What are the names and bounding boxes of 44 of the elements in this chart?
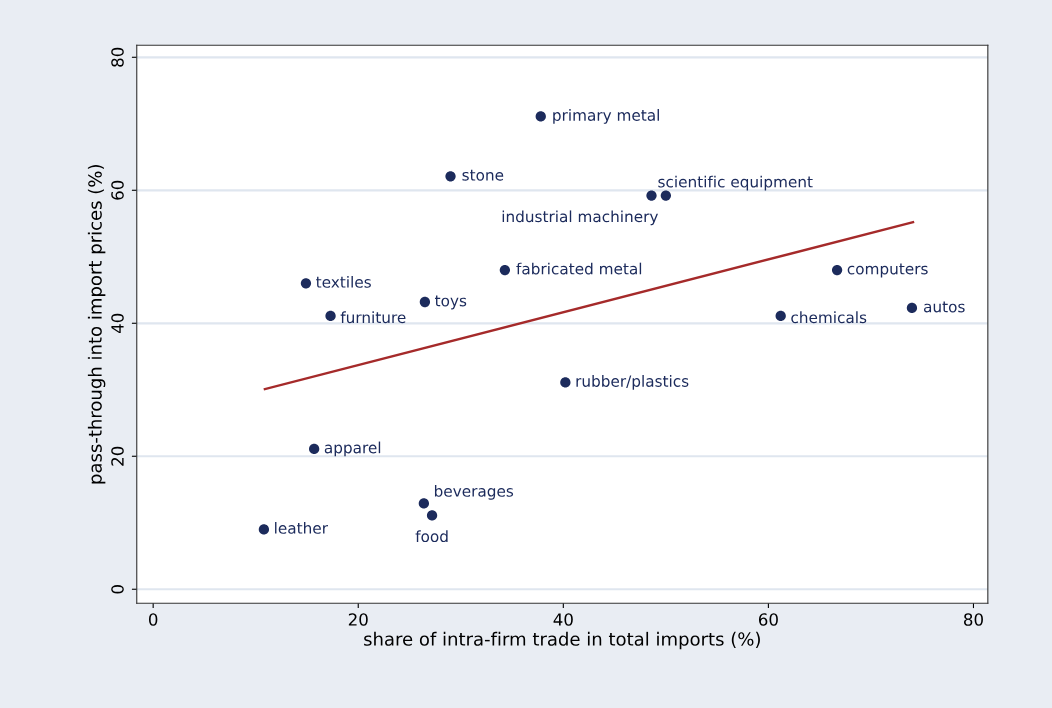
annotation: computers [847, 263, 928, 278]
point [445, 171, 456, 182]
point [499, 264, 511, 276]
point [775, 310, 786, 322]
x-axis-title: share of intra-firm trade in total imports (%) [364, 631, 760, 650]
annotation: stone [462, 169, 504, 181]
annotation: fabricated metal [516, 262, 642, 275]
point [309, 443, 320, 455]
y-tick-label: 60 [111, 180, 124, 200]
point [560, 377, 571, 388]
y-tick-label: 40 [111, 313, 124, 334]
annotation: food [415, 530, 448, 543]
point [660, 190, 672, 201]
point [300, 278, 312, 289]
x-tick-label: 40 [553, 613, 573, 626]
point [906, 302, 918, 314]
annotation: beverages [434, 484, 514, 500]
point [325, 310, 336, 322]
y-tick-label: 20 [111, 446, 124, 466]
point [418, 498, 430, 509]
annotation: primary metal [553, 109, 659, 124]
annotation: autos [923, 301, 965, 313]
y-axis-title: pass-through into import prices (%) [87, 165, 106, 484]
annotation: toys [435, 295, 467, 310]
y-tick-label: 0 [111, 585, 124, 594]
point [426, 510, 438, 521]
point [258, 524, 270, 535]
annotation: scientific equipment [658, 175, 813, 191]
x-tick-label: 80 [964, 613, 983, 626]
annotation: chemicals [791, 311, 867, 324]
point [419, 296, 431, 308]
point [831, 264, 843, 276]
x-tick-label: 20 [348, 613, 368, 626]
x-tick-label: 0 [148, 613, 158, 626]
annotation: furniture [340, 311, 406, 324]
annotation: textiles [316, 275, 371, 288]
x-tick-label: 60 [758, 613, 778, 626]
annotation: industrial machinery [502, 210, 658, 226]
annotation: leather [275, 522, 328, 534]
annotation: apparel [324, 441, 381, 457]
annotation: rubber/plastics [576, 375, 689, 390]
point [646, 190, 657, 201]
point [535, 111, 546, 122]
y-tick-label: 80 [111, 47, 124, 67]
